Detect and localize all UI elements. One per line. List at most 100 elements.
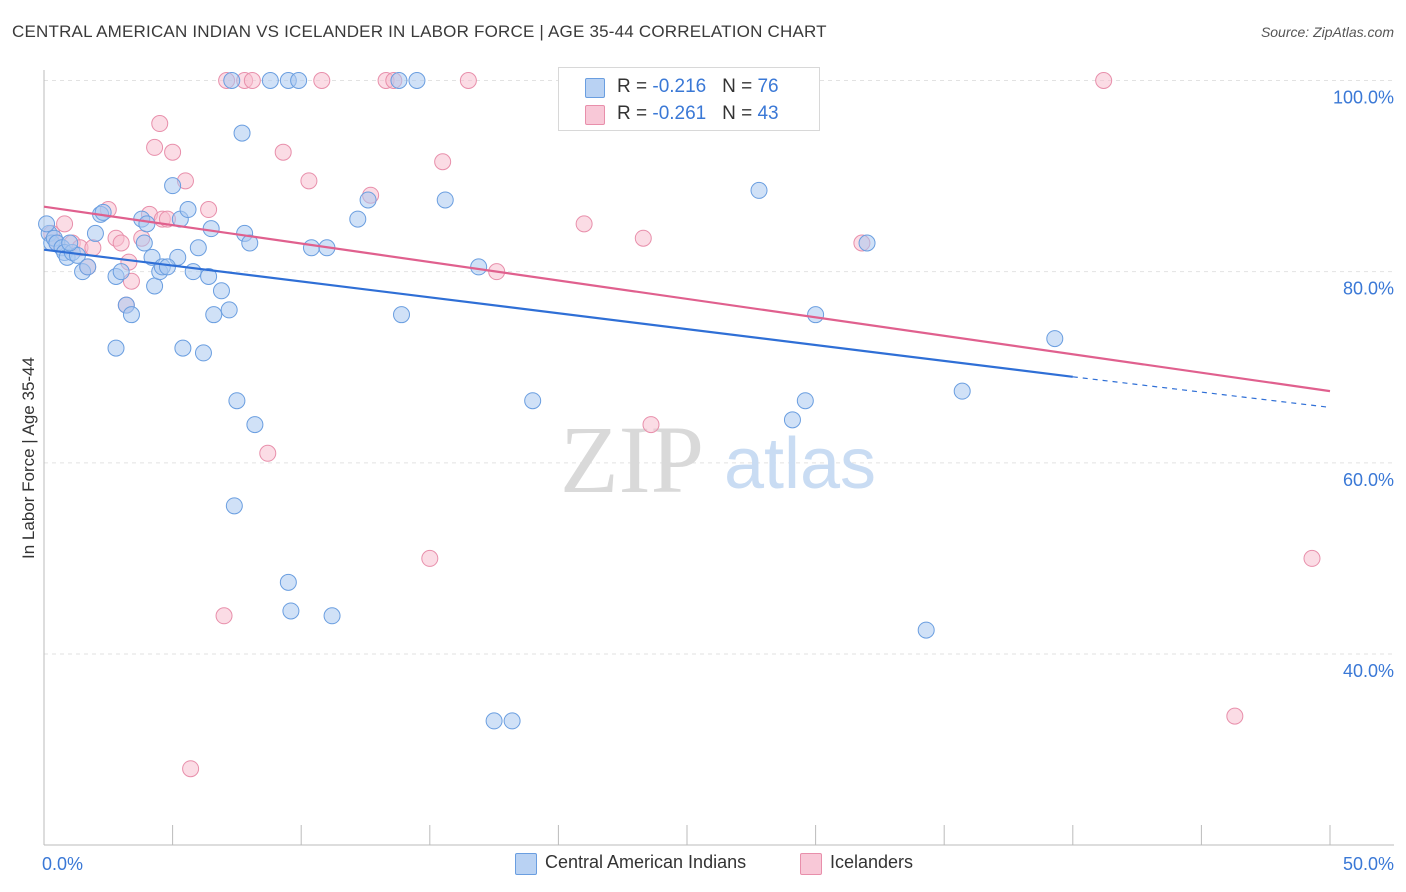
data-point-icelander [434, 153, 452, 171]
data-point-central-american-indian [323, 607, 341, 625]
data-point-central-american-indian [220, 301, 238, 319]
bottom-legend-label: Central American Indians [545, 852, 747, 872]
data-point-central-american-indian [783, 411, 801, 429]
data-point-central-american-indian [225, 497, 243, 515]
bottom-legend-swatch-pink [800, 853, 822, 875]
y-tick-label: 60.0% [1343, 470, 1394, 490]
data-point-central-american-indian [750, 181, 768, 199]
data-point-central-american-indian [194, 344, 212, 362]
data-point-central-american-indian [79, 258, 97, 276]
data-point-central-american-indian [61, 234, 79, 252]
data-point-central-american-indian [200, 267, 218, 285]
data-point-icelander [164, 143, 182, 161]
data-point-icelander [243, 72, 261, 89]
data-point-central-american-indian [94, 203, 112, 221]
data-point-icelander [151, 115, 169, 133]
data-point-icelander [421, 549, 439, 567]
data-point-central-american-indian [393, 306, 411, 324]
data-point-icelander [1226, 707, 1244, 725]
data-point-central-american-indian [503, 712, 521, 730]
x-tick-label: 50.0% [1343, 854, 1394, 874]
data-point-icelander [200, 201, 218, 219]
watermark-zip: ZIP [560, 406, 704, 513]
data-point-central-american-indian [246, 416, 264, 434]
data-point-central-american-indian [233, 124, 251, 142]
data-point-central-american-indian [86, 224, 104, 242]
legend-r-value: -0.261 [652, 103, 707, 124]
data-point-central-american-indian [146, 277, 164, 295]
data-point-central-american-indian [135, 234, 153, 252]
data-point-central-american-indian [158, 258, 176, 276]
data-point-icelander [1303, 549, 1321, 567]
data-point-central-american-indian [524, 392, 542, 410]
legend-n-label: N = [722, 103, 758, 124]
data-point-icelander [112, 234, 130, 252]
data-point-central-american-indian [202, 220, 220, 238]
data-point-central-american-indian [858, 234, 876, 252]
data-point-central-american-indian [261, 72, 279, 89]
data-point-central-american-indian [164, 177, 182, 195]
legend-n-label: N = [722, 76, 758, 97]
y-tick-label: 40.0% [1343, 661, 1394, 681]
data-point-icelander [642, 416, 660, 434]
data-point-central-american-indian [349, 210, 367, 228]
data-point-icelander [146, 138, 164, 156]
trend-line-extension [1072, 376, 1331, 408]
data-point-icelander [215, 607, 233, 625]
x-tick-label: 0.0% [42, 854, 83, 874]
legend-r-value: -0.216 [652, 76, 707, 97]
data-point-central-american-indian [282, 602, 300, 620]
y-axis-label: In Labor Force | Age 35-44 [19, 357, 38, 559]
legend-r-label: R = [617, 76, 653, 97]
data-point-central-american-indian [408, 72, 426, 89]
data-point-icelander [259, 444, 277, 462]
chart-source: Source: ZipAtlas.com [1260, 24, 1394, 40]
trend-line-central-american-indians [43, 248, 1073, 378]
data-point-icelander [182, 760, 200, 778]
data-point-central-american-indian [189, 239, 207, 257]
data-point-central-american-indian [179, 201, 197, 219]
data-point-central-american-indian [807, 306, 825, 324]
data-point-central-american-indian [917, 621, 935, 639]
data-point-central-american-indian [122, 306, 140, 324]
y-tick-label: 80.0% [1343, 279, 1394, 299]
data-point-central-american-indian [485, 712, 503, 730]
correlation-legend: R = -0.216 N = 76 R = -0.261 N = 43 [558, 67, 820, 131]
data-point-central-american-indian [953, 382, 971, 400]
data-point-central-american-indian [279, 573, 297, 591]
data-point-central-american-indian [359, 191, 377, 209]
bottom-legend-label: Icelanders [830, 852, 914, 872]
data-point-central-american-indian [107, 339, 125, 357]
data-point-central-american-indian [470, 258, 488, 276]
data-point-icelander [274, 143, 292, 161]
data-point-central-american-indian [38, 215, 56, 233]
y-tick-label: 100.0% [1333, 88, 1394, 108]
legend-r-label: R = [617, 103, 653, 124]
data-point-central-american-indian [205, 306, 223, 324]
legend-n-value: 43 [757, 103, 779, 124]
data-point-icelander [300, 172, 318, 190]
data-point-central-american-indian [228, 392, 246, 410]
data-point-icelander [634, 229, 652, 247]
data-point-central-american-indian [112, 263, 130, 281]
watermark: ZIP atlas [560, 406, 876, 513]
data-point-central-american-indian [302, 239, 320, 257]
trend-lines [43, 205, 1331, 408]
legend-swatch-pink [585, 105, 605, 125]
trend-line-icelanders [43, 205, 1331, 393]
tick-labels: 100.0% 80.0% 60.0% 40.0% 0.0% 50.0% [42, 88, 1394, 875]
data-point-central-american-indian [174, 339, 192, 357]
legend-n-value: 76 [757, 76, 779, 97]
data-point-icelander [84, 239, 102, 257]
data-point-central-american-indian [212, 282, 230, 300]
grid [44, 80, 1394, 655]
data-point-central-american-indian [290, 72, 308, 89]
series-central-american-indians [38, 72, 1064, 730]
data-point-icelander [459, 72, 477, 89]
data-point-icelander [1095, 72, 1113, 89]
data-point-central-american-indian [138, 215, 156, 233]
chart-title: CENTRAL AMERICAN INDIAN VS ICELANDER IN … [12, 22, 827, 41]
data-point-central-american-indian [1046, 330, 1064, 348]
data-point-central-american-indian [184, 263, 202, 281]
